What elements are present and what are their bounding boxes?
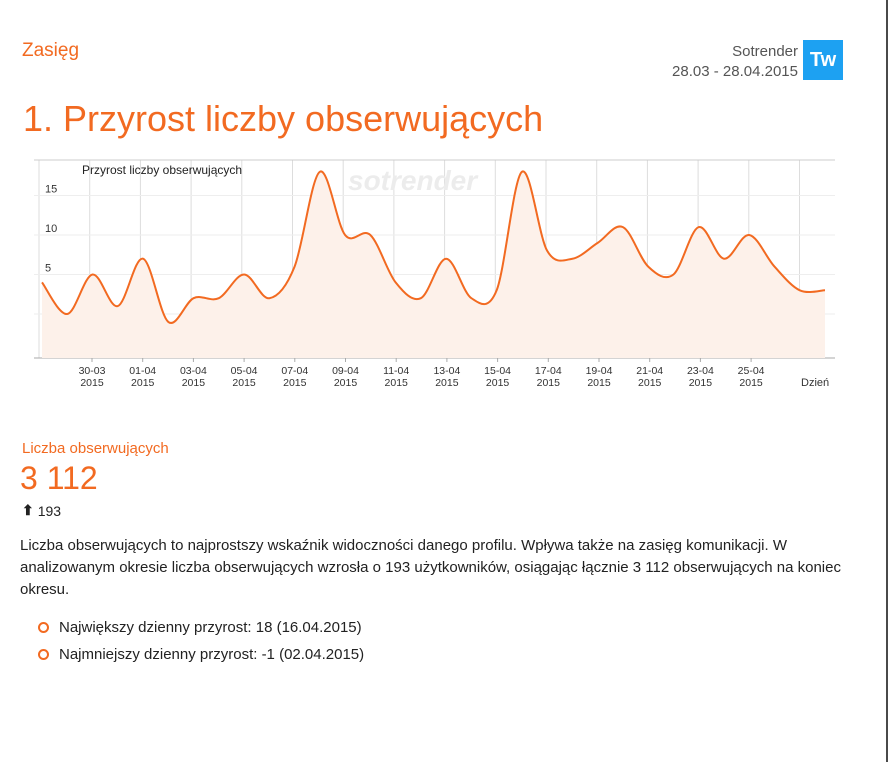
watermark: sotrender [348,165,479,196]
x-tick-label: 09-04 [332,365,359,377]
min-growth-text: Najmniejszy dzienny przyrost: -1 (02.04.… [59,646,365,663]
followers-change-value: 193 [37,502,62,519]
x-tick-year: 2015 [283,377,307,389]
x-tick-year: 2015 [385,377,409,389]
x-tick-label: 13-04 [433,365,460,377]
x-tick-year: 2015 [435,377,459,389]
brand-name: Sotrender [732,43,798,60]
chart-svg: 051015Przyrost liczby obserwującychsotre… [34,159,835,389]
followers-label: Liczba obserwujących [22,440,169,457]
page-edge [886,0,888,762]
x-tick-year: 2015 [334,377,358,389]
x-tick-label: 11-04 [383,365,409,377]
twitter-badge-icon: Tw [803,40,843,80]
x-tick-label: 25-04 [738,365,765,377]
y-tick-label: 5 [45,263,51,275]
x-tick-label: 01-04 [129,365,156,377]
date-range: 28.03 - 28.04.2015 [672,63,798,80]
x-tick-label: 17-04 [535,365,562,377]
followers-change: ⬆ 193 [22,502,61,519]
x-tick-label: 30-03 [79,365,106,377]
x-axis-label: Dzień [801,377,829,389]
x-tick-year: 2015 [182,377,206,389]
bullet-circle-icon [38,622,49,633]
followers-value: 3 112 [20,460,98,496]
x-tick-label: 07-04 [281,365,308,377]
y-tick-label: 10 [45,223,57,235]
arrow-up-icon: ⬆ [22,502,34,518]
description-text: Liczba obserwujących to najprostszy wska… [20,537,841,598]
page-title: 1. Przyrost liczby obserwujących [23,98,544,139]
x-tick-label: 21-04 [636,365,663,377]
series-area [42,171,825,358]
x-tick-label: 19-04 [586,365,613,377]
list-item: Najmniejszy dzienny przyrost: -1 (02.04.… [38,641,364,668]
chart-title: Przyrost liczby obserwujących [82,163,242,177]
x-tick-label: 03-04 [180,365,207,377]
followers-growth-chart: 051015Przyrost liczby obserwującychsotre… [0,150,850,405]
x-tick-year: 2015 [80,377,104,389]
x-tick-label: 23-04 [687,365,714,377]
x-tick-year: 2015 [131,377,155,389]
section-label: Zasięg [22,40,80,61]
x-tick-year: 2015 [486,377,510,389]
x-tick-label: 05-04 [231,365,258,377]
max-growth-text: Największy dzienny przyrost: 18 (16.04.2… [59,619,362,636]
stats-list: Największy dzienny przyrost: 18 (16.04.2… [38,614,364,668]
series-line [41,170,826,324]
x-tick-year: 2015 [689,377,713,389]
x-tick-year: 2015 [638,377,662,389]
bullet-circle-icon [38,649,49,660]
x-tick-year: 2015 [587,377,611,389]
list-item: Największy dzienny przyrost: 18 (16.04.2… [38,614,364,641]
x-tick-label: 15-04 [484,365,511,377]
x-tick-year: 2015 [739,377,763,389]
x-tick-year: 2015 [232,377,256,389]
y-tick-label: 15 [45,184,57,196]
x-tick-year: 2015 [537,377,561,389]
brand-block: Sotrender 28.03 - 28.04.2015 [672,42,798,82]
